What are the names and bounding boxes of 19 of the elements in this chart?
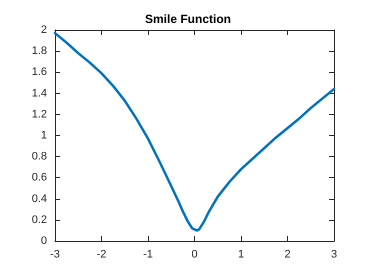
y-tick-label: 2	[40, 24, 47, 36]
y-tick-label: 0.2	[32, 214, 47, 226]
x-tick-label: -2	[96, 248, 106, 260]
y-tick-label: 1.4	[32, 87, 47, 100]
y-tick-label: 1	[40, 130, 47, 142]
x-tick-label: 1	[238, 248, 244, 260]
y-tick-label: 0	[40, 235, 47, 247]
y-tick-label: 1.2	[32, 108, 47, 120]
x-tick-label: -3	[50, 248, 60, 260]
y-tick-label: 0.8	[32, 150, 47, 163]
y-tick-label: 1.6	[32, 66, 47, 78]
x-tick-label: 3	[330, 248, 338, 260]
y-tick-label: 1.8	[32, 45, 47, 58]
x-tick-label: -1	[143, 248, 153, 260]
y-tick-label: 0.6	[32, 172, 47, 184]
x-tick-label: 0	[191, 248, 198, 260]
y-tick-label: 0.4	[32, 192, 47, 205]
x-tick-label: 2	[284, 248, 291, 260]
chart-title: Smile Function	[144, 12, 232, 26]
